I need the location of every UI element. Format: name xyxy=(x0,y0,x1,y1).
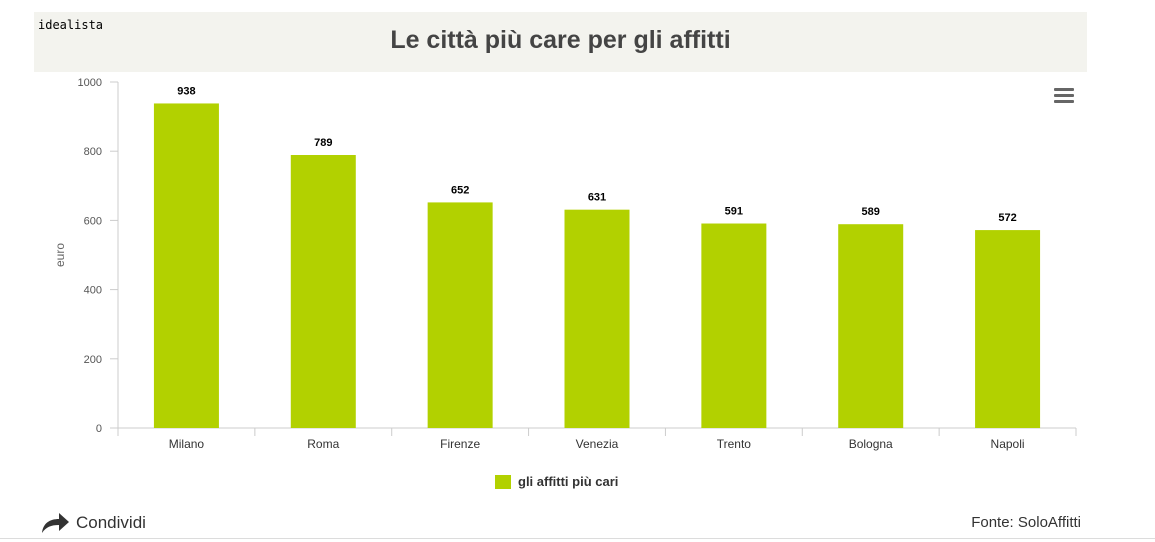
bar-chart: 0 200 400 600 800 1000 euro 938 Milano 789 Roma 652… xyxy=(53,77,1077,451)
x-tick-label: Milano xyxy=(169,437,205,451)
data-label: 789 xyxy=(314,137,332,149)
legend-swatch xyxy=(495,474,511,489)
bar-firenze xyxy=(427,202,493,428)
legend-item[interactable]: gli affitti più cari xyxy=(495,474,618,489)
y-tick-label: 200 xyxy=(84,354,102,366)
chart-title: Le città più care per gli affitti xyxy=(390,26,731,54)
bar-bologna xyxy=(838,224,904,428)
data-label: 589 xyxy=(862,206,880,218)
bottom-divider xyxy=(0,538,1155,539)
share-button[interactable]: Condividi xyxy=(40,512,146,534)
chart-header: idealista Le città più care per gli affi… xyxy=(34,12,1087,72)
x-tick-label: Roma xyxy=(307,437,339,451)
data-label: 652 xyxy=(451,184,469,196)
x-tick-label: Trento xyxy=(717,437,752,451)
x-tick-label: Napoli xyxy=(991,437,1025,451)
y-axis-title: euro xyxy=(53,243,67,267)
bar-napoli xyxy=(975,230,1041,428)
brand-logo: idealista xyxy=(38,18,104,32)
y-tick-label: 1000 xyxy=(78,77,102,89)
y-tick-label: 0 xyxy=(96,423,102,435)
source-credit: Fonte: SoloAffitti xyxy=(971,514,1081,531)
x-tick-label: Venezia xyxy=(576,437,619,451)
bar-trento xyxy=(701,223,767,428)
y-tick-label: 600 xyxy=(84,215,102,227)
bar-roma xyxy=(290,155,356,429)
data-label: 591 xyxy=(725,206,743,218)
data-label: 631 xyxy=(588,192,606,204)
share-label: Condividi xyxy=(76,513,146,532)
bar-venezia xyxy=(564,209,630,428)
bar-milano xyxy=(153,103,219,428)
hamburger-menu-icon[interactable] xyxy=(1054,88,1074,104)
legend-label: gli affitti più cari xyxy=(518,474,619,489)
share-arrow-icon xyxy=(42,513,69,533)
x-tick-label: Firenze xyxy=(440,437,480,451)
data-label: 572 xyxy=(998,212,1016,224)
y-tick-label: 400 xyxy=(84,285,102,297)
y-tick-label: 800 xyxy=(84,146,102,158)
x-tick-label: Bologna xyxy=(849,437,893,451)
data-label: 938 xyxy=(177,85,195,97)
